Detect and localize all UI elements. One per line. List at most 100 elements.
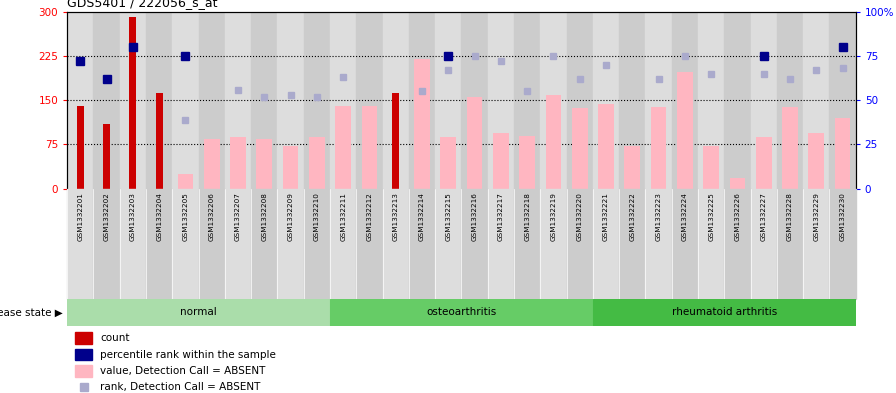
Bar [230,137,246,189]
Bar [172,12,199,189]
Bar [593,12,619,189]
Bar [304,189,330,299]
Bar [67,12,93,189]
Text: disease state ▶: disease state ▶ [0,307,63,318]
Bar [93,12,120,189]
Bar [493,132,509,189]
Text: GSM1332216: GSM1332216 [471,192,478,241]
Bar [172,189,199,299]
Bar [645,189,672,299]
Bar [835,118,850,189]
Bar [392,92,400,189]
Bar [619,12,645,189]
Bar [572,108,588,189]
Bar [330,189,357,299]
Text: rank, Detection Call = ABSENT: rank, Detection Call = ABSENT [100,382,261,392]
Bar [204,138,220,189]
Bar [414,59,430,189]
Bar [724,12,751,189]
Text: percentile rank within the sample: percentile rank within the sample [100,349,276,360]
Bar [698,12,724,189]
Bar [756,137,771,189]
Text: GSM1332217: GSM1332217 [498,192,504,241]
Text: GSM1332203: GSM1332203 [130,192,136,241]
Bar [593,189,619,299]
Text: GSM1332219: GSM1332219 [550,192,556,241]
Bar [146,189,172,299]
Bar [729,178,745,189]
Bar [199,189,225,299]
Text: GSM1332202: GSM1332202 [104,192,109,241]
Text: GSM1332204: GSM1332204 [156,192,162,241]
Text: GSM1332201: GSM1332201 [77,192,83,241]
Bar [619,189,645,299]
Text: GSM1332213: GSM1332213 [392,192,399,241]
Bar [487,189,514,299]
Bar [777,12,803,189]
Bar [566,189,593,299]
Text: osteoarthritis: osteoarthritis [426,307,496,318]
Bar [803,189,830,299]
Bar [777,189,803,299]
Bar [67,189,93,299]
Bar [103,124,110,189]
Bar [599,104,614,189]
Text: GDS5401 / 222056_s_at: GDS5401 / 222056_s_at [67,0,218,9]
Bar [566,12,593,189]
Bar [546,95,561,189]
Bar [330,12,357,189]
Text: value, Detection Call = ABSENT: value, Detection Call = ABSENT [100,366,266,376]
Bar [808,132,824,189]
Bar [487,12,514,189]
Bar [283,146,298,189]
Bar [146,12,172,189]
Bar [251,189,278,299]
Bar [75,349,92,360]
Text: count: count [100,333,130,343]
Bar [278,12,304,189]
Text: GSM1332212: GSM1332212 [366,192,373,241]
Text: GSM1332207: GSM1332207 [235,192,241,241]
Text: GSM1332210: GSM1332210 [314,192,320,241]
Bar [751,12,777,189]
Bar [357,189,383,299]
Bar [782,107,797,189]
Bar [67,299,330,326]
Bar [409,189,435,299]
Bar [251,12,278,189]
Text: GSM1332226: GSM1332226 [735,192,740,241]
Text: GSM1332211: GSM1332211 [340,192,346,241]
Bar [514,189,540,299]
Bar [304,12,330,189]
Bar [467,97,482,189]
Text: GSM1332224: GSM1332224 [682,192,688,241]
Text: GSM1332220: GSM1332220 [577,192,582,241]
Bar [93,189,120,299]
Bar [698,189,724,299]
Bar [75,332,92,344]
Text: GSM1332208: GSM1332208 [262,192,267,241]
Bar [309,137,324,189]
Text: GSM1332222: GSM1332222 [629,192,635,241]
Bar [441,137,456,189]
Bar [514,12,540,189]
Bar [383,189,409,299]
Bar [435,189,461,299]
Text: normal: normal [180,307,217,318]
Bar [520,136,535,189]
Bar [461,12,487,189]
Bar [650,107,667,189]
Text: GSM1332227: GSM1332227 [761,192,767,241]
Bar [593,299,856,326]
Bar [672,12,698,189]
Bar [225,189,251,299]
Bar [677,72,693,189]
Text: GSM1332221: GSM1332221 [603,192,609,241]
Bar [703,145,719,189]
Bar [803,12,830,189]
Bar [129,17,136,189]
Bar [120,12,146,189]
Bar [278,189,304,299]
Bar [75,365,92,376]
Bar [461,189,487,299]
